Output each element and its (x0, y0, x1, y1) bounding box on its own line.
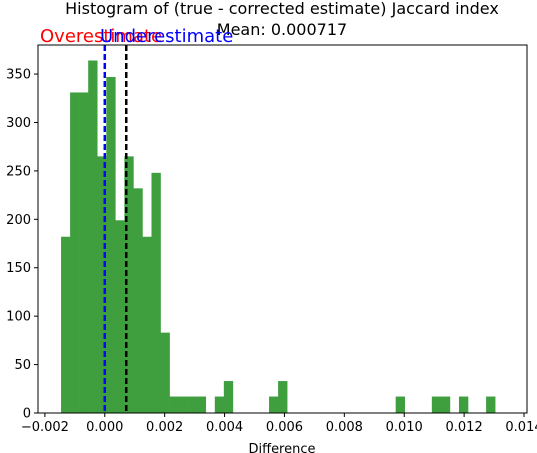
y-tick-label: 100 (6, 310, 31, 325)
histogram-bar (124, 156, 134, 413)
histogram-bar (440, 396, 451, 413)
overestimate-annotation: Overestimate (40, 26, 162, 47)
histogram-bar (88, 60, 98, 414)
y-tick-label: 200 (6, 213, 31, 228)
histogram-bar (97, 156, 107, 413)
x-tick-label: 0.004 (206, 420, 243, 435)
x-tick-label: 0.012 (446, 420, 483, 435)
histogram-bar (458, 396, 469, 413)
y-tick-label: 250 (6, 164, 31, 179)
x-tick-label: −0.002 (21, 420, 69, 435)
x-tick-label: 0.002 (146, 420, 183, 435)
y-tick-label: 300 (6, 116, 31, 131)
histogram-bar (431, 396, 442, 413)
x-tick-label: 0.008 (326, 420, 363, 435)
histogram-bar (79, 92, 89, 413)
histogram-bar (214, 396, 225, 413)
x-tick-label: 0.006 (266, 420, 303, 435)
histogram-bar (142, 236, 152, 413)
x-axis-label: Difference (248, 442, 315, 453)
histogram-bar (269, 396, 279, 413)
histogram-bar (106, 76, 116, 414)
histogram-bar (151, 172, 161, 413)
reference-lines (103, 45, 128, 413)
y-tick-label: 0 (23, 407, 31, 422)
histogram-bar (115, 220, 125, 413)
x-tick-label: 0.014 (505, 420, 537, 435)
histogram-bar (178, 396, 188, 413)
x-tick-label: 0.010 (386, 420, 423, 435)
y-axis-ticks: 0 50 100 150 200 250 300 350 (6, 68, 38, 422)
histogram-bar (278, 381, 288, 413)
chart-title: Histogram of (true - corrected estimate)… (65, 0, 499, 18)
histogram-bar (395, 396, 405, 413)
histogram-bar (486, 396, 496, 413)
y-tick-label: 50 (14, 358, 31, 373)
plot-frame (37, 44, 528, 414)
histogram-bar (196, 396, 207, 413)
histogram-bar (133, 188, 143, 413)
histogram-bar (223, 381, 234, 413)
histogram-bars (61, 60, 496, 414)
x-tick-label: 0.000 (86, 420, 123, 435)
histogram-bar (61, 236, 71, 413)
y-tick-label: 150 (6, 261, 31, 276)
underestimate-annotation: Underestimate (100, 26, 233, 47)
histogram-bar (70, 92, 80, 413)
y-tick-label: 350 (6, 68, 31, 83)
histogram-bar (160, 332, 170, 413)
x-axis-ticks: −0.002 0.000 0.002 0.004 0.006 0.008 0.010 0.01… (21, 413, 537, 435)
histogram-bar (187, 396, 197, 413)
chart-subtitle: Mean: 0.000717 (217, 20, 347, 39)
histogram-bar (169, 396, 179, 413)
